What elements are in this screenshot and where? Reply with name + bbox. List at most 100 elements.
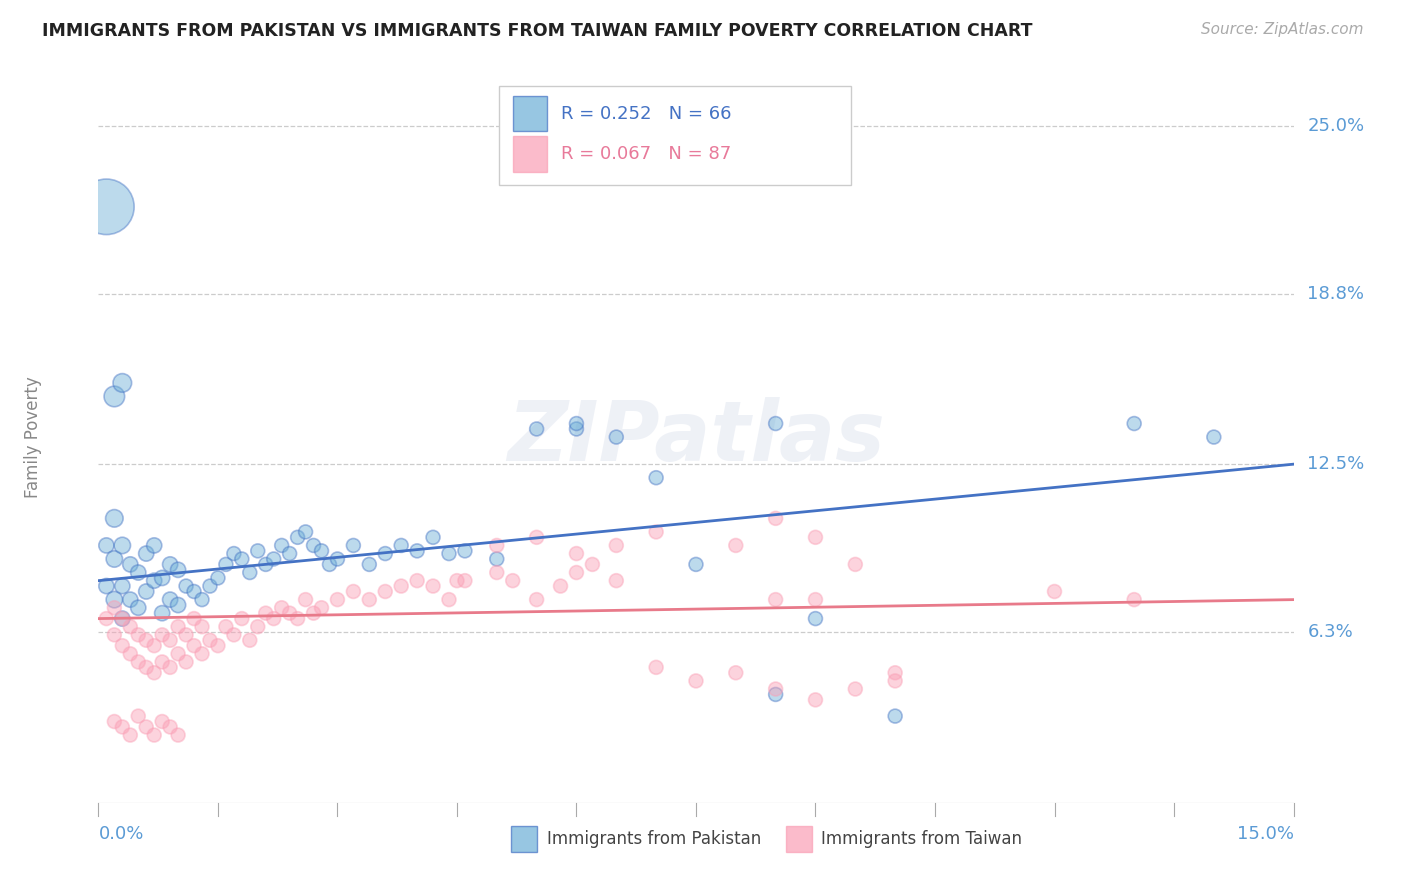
Point bbox=[111, 611, 134, 625]
Point bbox=[167, 728, 190, 742]
Point bbox=[150, 655, 173, 669]
Point bbox=[485, 538, 508, 552]
Point bbox=[765, 592, 787, 607]
Point bbox=[565, 422, 588, 436]
Point bbox=[254, 606, 277, 620]
Point bbox=[502, 574, 524, 588]
FancyBboxPatch shape bbox=[499, 86, 852, 185]
Point bbox=[127, 628, 149, 642]
Point bbox=[294, 592, 316, 607]
Point bbox=[103, 511, 125, 525]
Point bbox=[294, 524, 316, 539]
Point bbox=[406, 574, 429, 588]
Point bbox=[222, 547, 245, 561]
Point bbox=[263, 611, 285, 625]
Point bbox=[143, 639, 166, 653]
Point bbox=[485, 566, 508, 580]
Bar bbox=[786, 826, 811, 852]
Point bbox=[159, 660, 181, 674]
Point bbox=[143, 538, 166, 552]
Point bbox=[437, 592, 460, 607]
Point bbox=[724, 538, 747, 552]
Point bbox=[174, 655, 197, 669]
Text: 18.8%: 18.8% bbox=[1308, 285, 1364, 302]
Bar bbox=[510, 826, 537, 852]
Text: Family Poverty: Family Poverty bbox=[24, 376, 42, 498]
Point bbox=[222, 628, 245, 642]
Point bbox=[485, 552, 508, 566]
Point bbox=[374, 584, 396, 599]
Point bbox=[454, 544, 477, 558]
Point bbox=[135, 633, 157, 648]
Text: 0.0%: 0.0% bbox=[98, 825, 143, 843]
Text: IMMIGRANTS FROM PAKISTAN VS IMMIGRANTS FROM TAIWAN FAMILY POVERTY CORRELATION CH: IMMIGRANTS FROM PAKISTAN VS IMMIGRANTS F… bbox=[42, 22, 1032, 40]
Point bbox=[120, 592, 142, 607]
Point bbox=[605, 574, 627, 588]
Point bbox=[287, 611, 309, 625]
Point bbox=[120, 558, 142, 572]
Point bbox=[167, 563, 190, 577]
Point bbox=[103, 628, 125, 642]
Point bbox=[302, 606, 325, 620]
Point bbox=[120, 647, 142, 661]
Point bbox=[645, 471, 668, 485]
Point bbox=[278, 606, 301, 620]
Point bbox=[884, 709, 907, 723]
Point bbox=[1123, 417, 1146, 431]
Point bbox=[270, 538, 292, 552]
Point bbox=[174, 579, 197, 593]
Point bbox=[246, 620, 269, 634]
Point bbox=[111, 611, 134, 625]
Point bbox=[389, 538, 412, 552]
Point bbox=[645, 660, 668, 674]
Point bbox=[143, 574, 166, 588]
Point bbox=[150, 571, 173, 585]
Point bbox=[765, 417, 787, 431]
Point bbox=[359, 592, 381, 607]
Point bbox=[565, 417, 588, 431]
Point bbox=[159, 633, 181, 648]
Point bbox=[1043, 584, 1066, 599]
Point bbox=[454, 574, 477, 588]
Point bbox=[311, 544, 333, 558]
Point bbox=[215, 558, 238, 572]
Point bbox=[326, 592, 349, 607]
Point bbox=[231, 611, 253, 625]
Point bbox=[765, 681, 787, 696]
Point bbox=[565, 547, 588, 561]
Text: 25.0%: 25.0% bbox=[1308, 117, 1365, 135]
Text: R = 0.252   N = 66: R = 0.252 N = 66 bbox=[561, 104, 731, 123]
Point bbox=[96, 200, 118, 214]
Point bbox=[342, 584, 364, 599]
Point bbox=[207, 639, 229, 653]
Point bbox=[302, 538, 325, 552]
Point bbox=[120, 728, 142, 742]
Point bbox=[246, 544, 269, 558]
Point bbox=[406, 544, 429, 558]
Point bbox=[724, 665, 747, 680]
Point bbox=[127, 655, 149, 669]
Point bbox=[526, 530, 548, 544]
Point bbox=[111, 538, 134, 552]
Point bbox=[159, 592, 181, 607]
Point bbox=[143, 728, 166, 742]
Point bbox=[127, 709, 149, 723]
Point bbox=[191, 620, 214, 634]
Point bbox=[111, 639, 134, 653]
Point bbox=[174, 628, 197, 642]
Point bbox=[207, 571, 229, 585]
Point bbox=[422, 530, 444, 544]
Point bbox=[287, 530, 309, 544]
Point bbox=[103, 600, 125, 615]
Bar bbox=[513, 136, 547, 171]
Text: Immigrants from Taiwan: Immigrants from Taiwan bbox=[821, 830, 1022, 848]
Point bbox=[765, 688, 787, 702]
Point bbox=[103, 714, 125, 729]
Text: Source: ZipAtlas.com: Source: ZipAtlas.com bbox=[1201, 22, 1364, 37]
Point bbox=[342, 538, 364, 552]
Point bbox=[159, 558, 181, 572]
Point bbox=[150, 606, 173, 620]
Point bbox=[143, 665, 166, 680]
Point bbox=[844, 558, 866, 572]
Point bbox=[198, 633, 221, 648]
